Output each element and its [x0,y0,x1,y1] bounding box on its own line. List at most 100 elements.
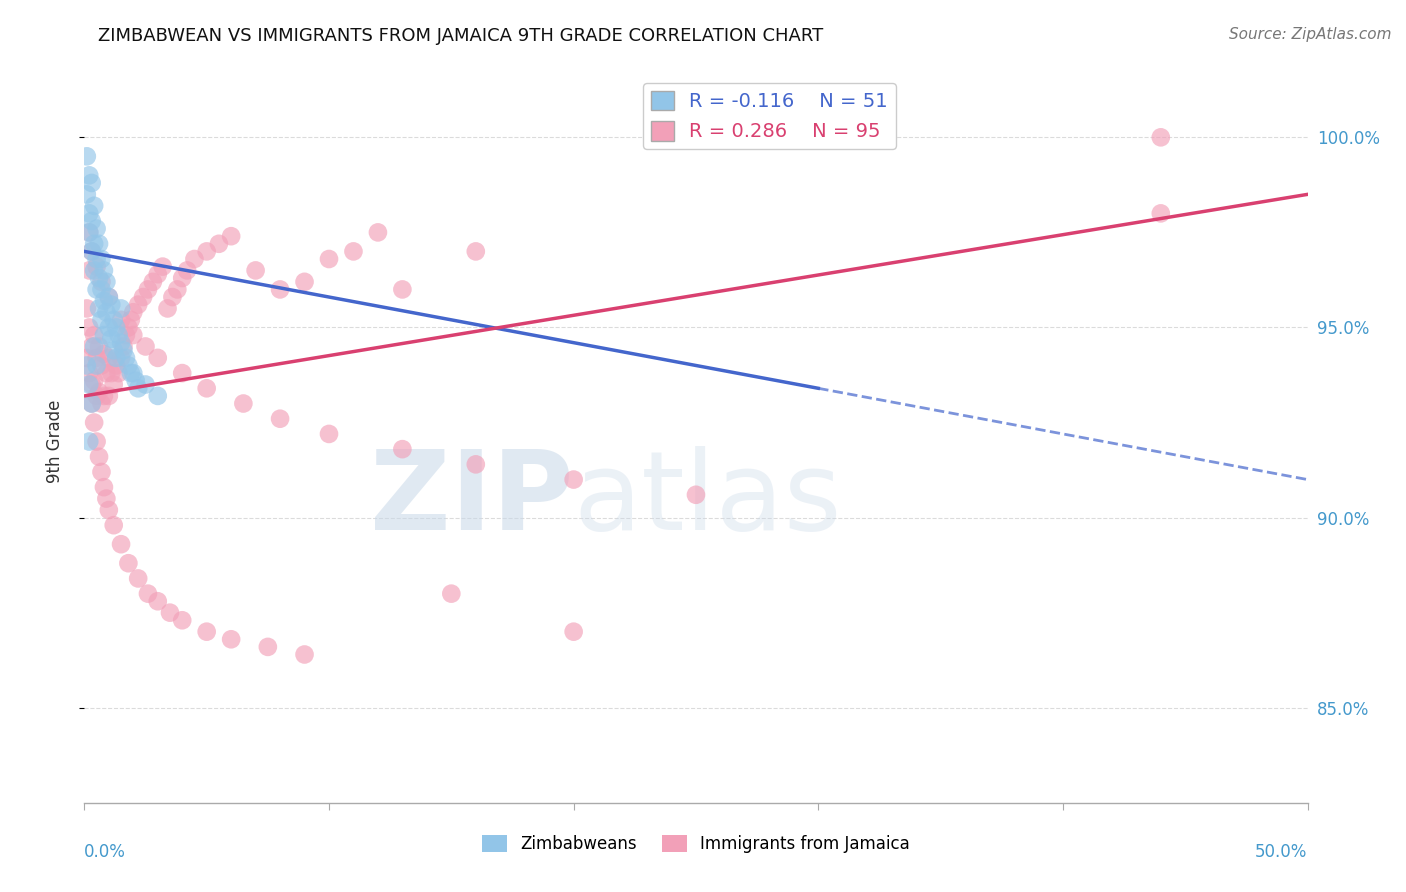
Point [93,347,115,361]
Point [135,339,157,353]
Point [105,351,128,365]
Point [86,252,108,266]
Point [122,305,145,319]
Point [97,351,120,365]
Point [97,290,120,304]
Point [87,385,110,400]
Point [87,301,110,316]
Point [117,359,139,373]
Point [83,199,105,213]
Point [93,389,115,403]
Point [562,473,585,487]
Point [96,305,118,319]
Text: 50.0%: 50.0% [1256,843,1308,861]
Point [93,293,115,308]
Point [83,416,105,430]
Point [103,377,125,392]
Point [135,377,157,392]
Point [80,377,103,392]
Text: 0.0%: 0.0% [84,843,127,861]
Point [183,252,205,266]
Point [83,374,105,388]
Point [93,263,115,277]
Point [110,351,132,365]
Point [77,366,100,380]
Point [464,458,486,472]
Point [176,263,198,277]
Point [96,366,118,380]
Point [87,236,110,251]
Point [110,537,132,551]
Point [83,236,105,251]
Point [90,396,112,410]
Point [294,648,316,662]
Point [103,313,125,327]
Point [87,271,110,285]
Point [90,465,112,479]
Point [100,366,122,380]
Point [80,339,103,353]
Point [93,328,115,343]
Point [464,244,486,259]
Point [146,267,169,281]
Point [391,282,413,296]
Point [120,366,142,380]
Point [195,244,218,259]
Point [76,351,98,365]
Point [77,206,100,220]
Point [77,377,100,392]
Point [77,226,100,240]
Point [269,411,291,425]
Point [146,594,169,608]
Point [219,229,242,244]
Point [110,301,132,316]
Point [172,271,194,285]
Point [103,518,125,533]
Point [122,328,145,343]
Point [76,187,98,202]
Point [86,351,108,365]
Point [105,320,128,334]
Point [86,434,108,449]
Point [86,282,108,296]
Point [87,450,110,464]
Point [367,226,389,240]
Point [440,587,463,601]
Point [77,226,100,240]
Point [86,359,108,373]
Point [120,313,142,327]
Point [166,282,188,296]
Point [115,351,138,365]
Point [90,359,112,373]
Point [90,275,112,289]
Point [86,221,108,235]
Point [97,389,120,403]
Point [86,260,108,274]
Point [245,263,267,277]
Point [342,244,364,259]
Point [1150,206,1173,220]
Point [107,328,129,343]
Point [257,640,280,654]
Point [122,366,145,380]
Point [103,343,125,358]
Point [1150,130,1173,145]
Point [159,606,181,620]
Point [152,260,174,274]
Point [105,359,128,373]
Point [110,335,132,350]
Point [391,442,413,457]
Point [93,480,115,494]
Point [100,298,122,312]
Point [90,313,112,327]
Point [685,488,707,502]
Point [115,328,138,343]
Point [83,339,105,353]
Point [269,282,291,296]
Point [136,587,159,601]
Point [142,275,165,289]
Point [100,332,122,346]
Point [76,359,98,373]
Point [127,571,149,585]
Point [208,236,231,251]
